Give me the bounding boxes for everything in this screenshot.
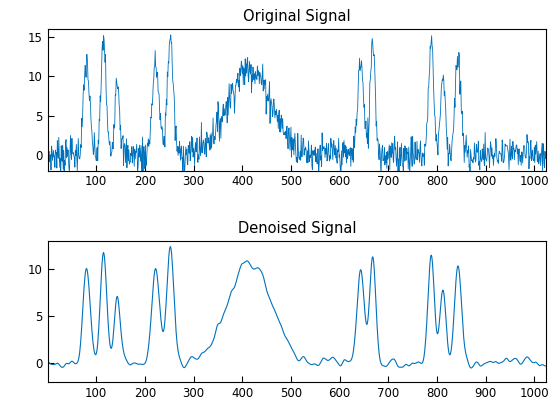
- Title: Original Signal: Original Signal: [243, 9, 351, 24]
- Title: Denoised Signal: Denoised Signal: [237, 221, 356, 236]
